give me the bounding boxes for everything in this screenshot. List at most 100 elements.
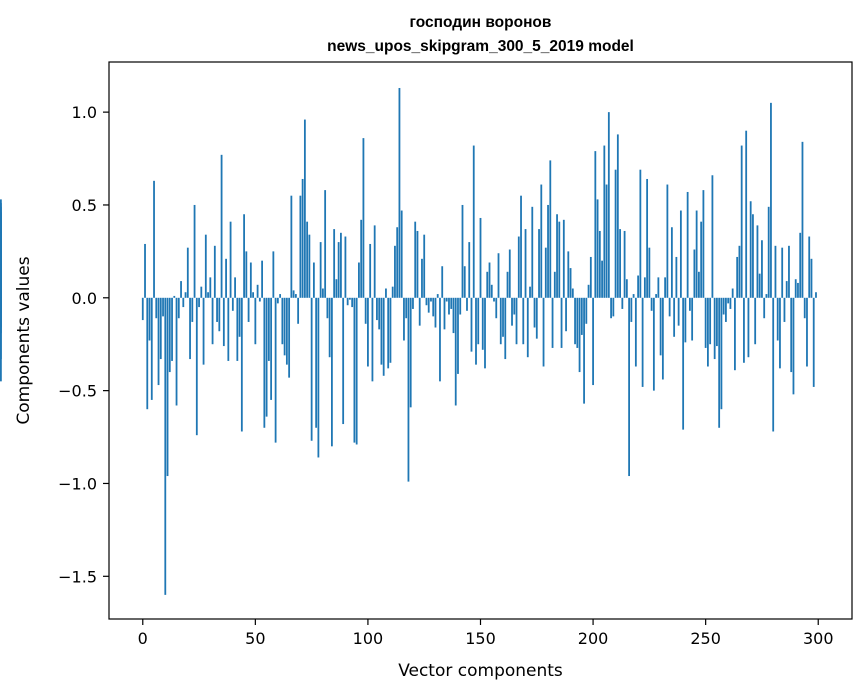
bar [605, 184, 608, 298]
bar [560, 297, 563, 348]
bar [477, 297, 480, 345]
bar [362, 138, 365, 298]
bar [598, 230, 601, 298]
y-axis-ticks: −1.5 −1.0 −0.5 0.0 0.5 1.0 [58, 103, 109, 586]
bar [204, 234, 207, 298]
bar [443, 297, 446, 330]
bar [517, 236, 520, 298]
bar [218, 297, 221, 332]
bar [200, 286, 203, 298]
bar [659, 297, 662, 356]
bar [144, 243, 146, 298]
bar [565, 297, 567, 332]
bar [0, 264, 2, 298]
bar [727, 297, 730, 304]
bar [353, 297, 356, 443]
bar [398, 87, 401, 298]
bar [765, 294, 768, 298]
bar [254, 297, 257, 345]
bar [270, 297, 273, 400]
bar [711, 175, 714, 298]
bar [369, 243, 372, 298]
bar [812, 297, 815, 387]
bar [346, 297, 349, 306]
bar [164, 297, 167, 595]
bar [790, 297, 793, 373]
bar [290, 195, 293, 298]
bar [637, 275, 640, 298]
bar [486, 271, 489, 298]
bar [148, 297, 151, 341]
bar [756, 225, 759, 298]
bar [227, 297, 230, 361]
x-tick-label: 150 [465, 629, 496, 648]
bar [441, 266, 444, 298]
y-tick-label: 0.5 [72, 196, 97, 215]
bar [380, 297, 383, 365]
bar [342, 297, 345, 425]
bar [202, 297, 205, 365]
bar [432, 297, 435, 317]
bar [195, 297, 198, 436]
bar [540, 184, 543, 298]
bar [709, 297, 712, 345]
bar [371, 297, 374, 382]
bar [542, 297, 545, 367]
bar [495, 297, 498, 319]
x-tick-label: 50 [245, 629, 265, 648]
bar [497, 253, 500, 298]
bar [767, 206, 770, 298]
bar [686, 191, 689, 298]
bar [567, 251, 570, 298]
plot-area-frame [108, 61, 853, 620]
bar [423, 234, 426, 298]
bar [535, 297, 538, 339]
bar [589, 256, 592, 298]
bar [754, 297, 757, 345]
bar [283, 297, 286, 356]
bar [529, 286, 531, 298]
bar [191, 297, 194, 322]
bar [162, 297, 164, 317]
bar [630, 297, 633, 322]
bar [475, 297, 477, 365]
bar [526, 297, 529, 358]
bar [461, 204, 464, 298]
bar [324, 190, 327, 298]
bar [452, 297, 455, 334]
bar [619, 229, 621, 298]
bar [801, 141, 804, 298]
bar [189, 297, 191, 360]
bar [186, 247, 189, 298]
bar [249, 262, 252, 298]
bar [607, 112, 610, 298]
bar [716, 297, 718, 347]
bar [150, 297, 153, 400]
bar [770, 102, 772, 298]
bar [168, 297, 171, 373]
bar [155, 297, 158, 319]
bar [700, 221, 703, 298]
bar [625, 279, 628, 298]
y-tick-label: 1.0 [72, 103, 97, 122]
bar [166, 297, 169, 477]
bar [279, 294, 282, 298]
bar [445, 297, 448, 302]
bar [488, 262, 491, 298]
bar [463, 266, 466, 298]
bar [583, 297, 585, 404]
bar [459, 297, 462, 315]
bar [0, 297, 2, 313]
bar [524, 229, 527, 298]
bar [281, 297, 284, 345]
bar [596, 199, 599, 298]
bar [533, 297, 536, 328]
bar [387, 297, 390, 369]
bar [634, 297, 637, 367]
bar [385, 288, 387, 298]
bar [470, 297, 473, 352]
bar [418, 297, 421, 326]
bar [643, 277, 646, 298]
bar [502, 297, 504, 337]
